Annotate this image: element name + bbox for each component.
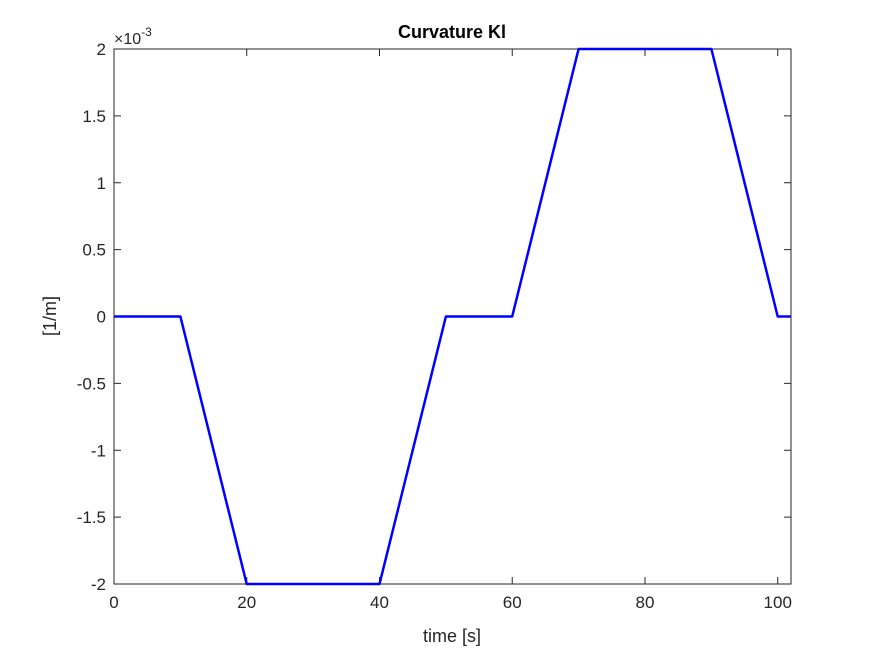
x-axis-label: time [s] <box>423 626 481 646</box>
y-tick-label: 1 <box>97 174 106 193</box>
x-tick-label: 40 <box>370 593 389 612</box>
y-exponent-label: ×10-3 <box>114 25 152 48</box>
x-tick-label: 20 <box>237 593 256 612</box>
x-tick-label: 0 <box>109 593 118 612</box>
x-tick-label: 60 <box>503 593 522 612</box>
y-tick-label: -0.5 <box>77 374 106 393</box>
y-tick-label: -2 <box>91 575 106 594</box>
plot-area: 0 20 40 60 80 100 -2 -1.5 -1 -0.5 0 0.5 1 1.5 2 <box>77 40 792 612</box>
y-axis-label: [1/m] <box>40 296 60 336</box>
y-tick-label: 0.5 <box>82 241 106 260</box>
x-tick-label: 100 <box>764 593 792 612</box>
y-tick-label: 0 <box>97 308 106 327</box>
chart-title: Curvature Kl <box>398 22 506 42</box>
y-tick-label: 1.5 <box>82 107 106 126</box>
series-line <box>114 47 791 586</box>
x-tick-label: 80 <box>636 593 655 612</box>
y-tick-label: 2 <box>97 40 106 59</box>
y-exponent-power: -3 <box>141 25 152 39</box>
y-tick-label: -1.5 <box>77 508 106 527</box>
y-tick-label: -1 <box>91 441 106 460</box>
y-exponent-base: ×10 <box>114 31 141 48</box>
series-layer <box>114 47 791 586</box>
axis-ticks: 0 20 40 60 80 100 -2 -1.5 -1 -0.5 0 0.5 1 1.5 2 <box>77 40 792 612</box>
